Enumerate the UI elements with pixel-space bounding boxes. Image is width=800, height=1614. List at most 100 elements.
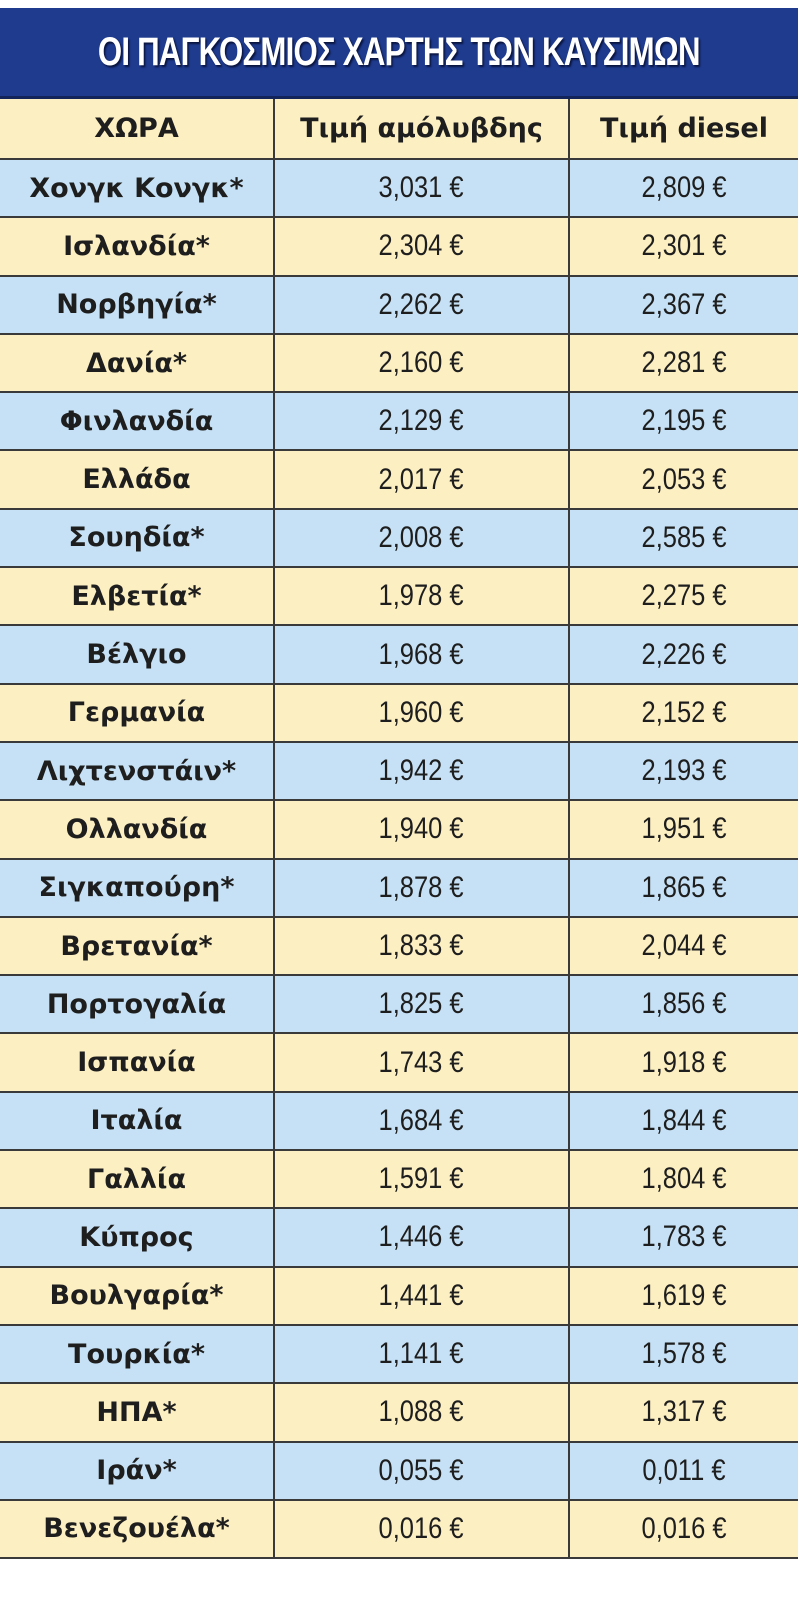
unleaded-price-cell-text: 1,968 € (378, 637, 465, 671)
diesel-price-cell-text: 1,804 € (641, 1162, 727, 1196)
country-cell: Δανία* (0, 334, 275, 392)
diesel-price-cell-text: 2,226 € (641, 637, 727, 671)
country-cell: Ισπανία (0, 1034, 275, 1091)
unleaded-price-cell: 1,743 € (275, 1034, 570, 1091)
table-row: Ελλάδα 2,017 € 2,053 € (0, 451, 798, 510)
unleaded-price-cell-text: 1,441 € (378, 1278, 465, 1312)
country-cell: Τουρκία* (0, 1325, 275, 1383)
diesel-price-cell: 1,918 € (570, 1034, 798, 1090)
unleaded-price-cell: 2,262 € (275, 276, 570, 333)
country-cell: Σιγκαπούρη* (0, 859, 275, 916)
diesel-price-cell: 2,809 € (570, 160, 798, 216)
country-cell: Γερμανία (0, 684, 275, 741)
diesel-price-cell-text: 2,193 € (641, 754, 727, 788)
unleaded-price-cell: 1,141 € (275, 1325, 570, 1383)
unleaded-price-cell-text: 2,008 € (378, 520, 465, 554)
diesel-price-cell-text: 2,367 € (641, 287, 727, 321)
unleaded-price-cell-text: 1,833 € (378, 929, 465, 962)
table-row: Νορβηγία* 2,262 € 2,367 € (0, 276, 798, 335)
unleaded-price-cell-text: 1,825 € (378, 987, 465, 1021)
country-cell: Πορτογαλία (0, 976, 275, 1033)
unleaded-price-cell: 1,960 € (275, 684, 570, 741)
diesel-price-cell: 2,275 € (570, 568, 798, 624)
unleaded-price-cell-text: 1,591 € (378, 1162, 465, 1196)
unleaded-price-cell: 2,304 € (275, 218, 570, 275)
table-row: Ιταλία 1,684 € 1,844 € (0, 1092, 798, 1152)
table-row: Σιγκαπούρη* 1,878 € 1,865 € (0, 859, 798, 918)
country-cell-text: Σιγκαπούρη* (38, 872, 235, 904)
unleaded-price-cell: 1,684 € (275, 1092, 570, 1150)
diesel-price-cell-text: 2,585 € (641, 520, 727, 554)
country-cell-text: Γερμανία (67, 697, 206, 729)
diesel-price-cell: 0,016 € (570, 1501, 798, 1557)
diesel-price-cell-text: 1,619 € (641, 1278, 727, 1312)
unleaded-price-cell: 1,088 € (275, 1384, 570, 1441)
diesel-price-cell-text: 1,317 € (641, 1395, 727, 1429)
country-cell-text: Ελλάδα (82, 464, 191, 496)
diesel-price-cell: 2,226 € (570, 626, 798, 682)
country-cell-text: Βενεζουέλα* (43, 1513, 230, 1545)
unleaded-price-cell: 1,940 € (275, 801, 570, 858)
diesel-price-cell-text: 2,053 € (641, 462, 727, 496)
diesel-price-cell-text: 0,011 € (642, 1453, 726, 1487)
unleaded-price-cell-text: 2,262 € (378, 287, 465, 321)
country-cell: Ελλάδα (0, 451, 275, 508)
country-cell-text: Βέλγιο (86, 639, 187, 671)
country-cell: Ολλανδία (0, 801, 275, 858)
country-cell: Βουλγαρία* (0, 1267, 275, 1324)
country-cell: Ιράν* (0, 1442, 275, 1499)
country-cell: ΗΠΑ* (0, 1384, 275, 1441)
unleaded-price-cell: 2,160 € (275, 334, 570, 392)
table-row: Βενεζουέλα* 0,016 € 0,016 € (0, 1500, 798, 1560)
table-row: Γερμανία 1,960 € 2,152 € (0, 684, 798, 743)
table-title: ΟΙ ΠΑΓΚΟΣΜΙΟΣ ΧΑΡΤΗΣ ΤΩΝ ΚΑΥΣΙΜΩΝ (0, 8, 798, 99)
country-cell-text: Χονγκ Κονγκ* (29, 172, 244, 204)
unleaded-price-cell: 2,017 € (275, 451, 570, 508)
table-row: Βρετανία* 1,833 € 2,044 € (0, 917, 798, 977)
table-row: Πορτογαλία 1,825 € 1,856 € (0, 976, 798, 1035)
diesel-price-cell-text: 1,856 € (641, 987, 727, 1021)
unleaded-price-cell-text: 3,031 € (378, 171, 465, 205)
table-row: Βέλγιο 1,968 € 2,226 € (0, 626, 798, 685)
diesel-price-cell: 1,804 € (570, 1151, 798, 1207)
unleaded-price-cell-text: 2,129 € (378, 404, 465, 438)
table-row: Ολλανδία 1,940 € 1,951 € (0, 801, 798, 860)
country-cell-text: Βρετανία* (60, 930, 213, 962)
header-unleaded-price: Τιμή αμόλυβδης (275, 99, 570, 158)
country-cell-text: Ισπανία (77, 1047, 196, 1079)
table-row: Ισλανδία* 2,304 € 2,301 € (0, 218, 798, 277)
country-cell-text: Ολλανδία (65, 813, 208, 845)
diesel-price-cell-text: 2,275 € (641, 579, 727, 613)
diesel-price-cell-text: 0,016 € (641, 1511, 727, 1545)
country-cell: Βέλγιο (0, 626, 275, 683)
diesel-price-cell: 2,053 € (570, 451, 798, 507)
table-row: Ιράν* 0,055 € 0,011 € (0, 1442, 798, 1501)
table-row: Δανία* 2,160 € 2,281 € (0, 334, 798, 394)
unleaded-price-cell-text: 1,878 € (378, 870, 465, 904)
diesel-price-cell: 1,844 € (570, 1093, 798, 1149)
country-cell: Ελβετία* (0, 568, 275, 625)
table-body: Χονγκ Κονγκ* 3,031 € 2,809 € Ισλανδία* 2,304… (0, 160, 798, 1560)
diesel-price-cell: 2,281 € (570, 335, 798, 391)
diesel-price-cell: 1,619 € (570, 1268, 798, 1324)
diesel-price-cell: 1,951 € (570, 801, 798, 857)
diesel-price-cell-text: 2,809 € (641, 171, 727, 205)
diesel-price-cell-text: 2,301 € (641, 229, 727, 263)
unleaded-price-cell-text: 1,446 € (378, 1220, 465, 1254)
diesel-price-cell-text: 1,951 € (641, 812, 727, 846)
diesel-price-cell: 1,578 € (570, 1326, 798, 1382)
table-row: Ελβετία* 1,978 € 2,275 € (0, 568, 798, 627)
unleaded-price-cell: 1,833 € (275, 917, 570, 975)
diesel-price-cell: 1,317 € (570, 1384, 798, 1440)
unleaded-price-cell: 2,008 € (275, 509, 570, 567)
diesel-price-cell: 1,783 € (570, 1209, 798, 1265)
country-cell-text: ΗΠΑ* (96, 1396, 177, 1428)
diesel-price-cell: 2,301 € (570, 218, 798, 274)
diesel-price-cell: 2,195 € (570, 393, 798, 449)
diesel-price-cell: 1,865 € (570, 860, 798, 916)
country-cell-text: Σουηδία* (68, 522, 205, 554)
diesel-price-cell-text: 1,918 € (641, 1045, 727, 1079)
country-cell-text: Βουλγαρία* (49, 1280, 224, 1312)
table-row: Χονγκ Κονγκ* 3,031 € 2,809 € (0, 160, 798, 219)
unleaded-price-cell-text: 1,960 € (378, 695, 465, 729)
